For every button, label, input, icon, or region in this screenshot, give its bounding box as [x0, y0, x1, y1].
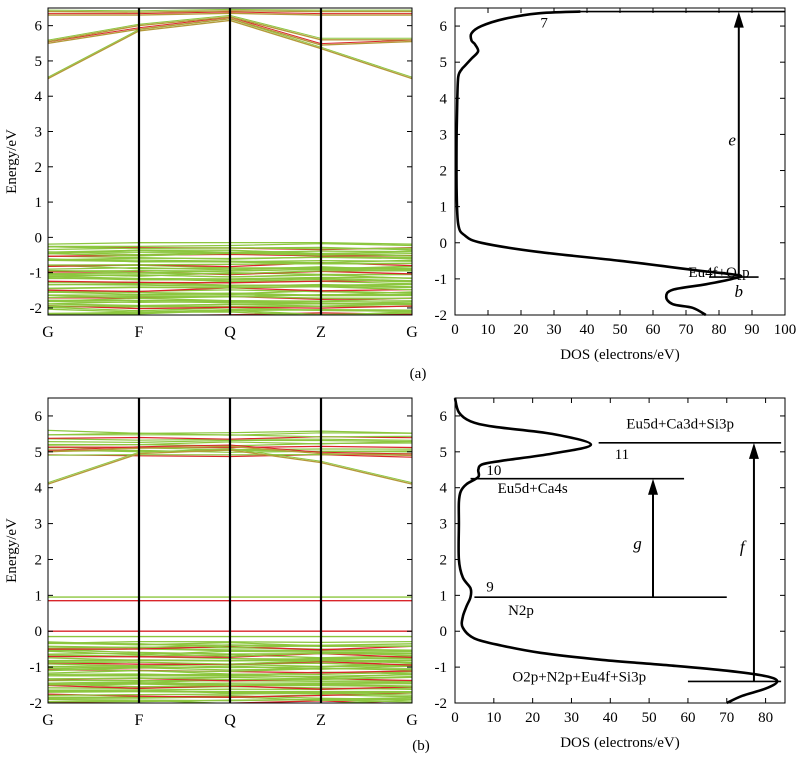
annotation-label: e [728, 131, 736, 150]
x-axis-label: DOS (electrons/eV) [560, 735, 680, 751]
band-structure-panel-b: -2 -1 0 1 2 3 4 5 6 G F Q Z G Energy/eV [4, 397, 418, 729]
kpoint-label: Q [224, 324, 236, 341]
y-tick-label: 5 [35, 445, 43, 461]
annotation-label: 11 [615, 447, 629, 463]
annotation-label: 9 [486, 580, 494, 596]
dos-curve [455, 10, 743, 317]
y-tick-label: -1 [30, 266, 43, 282]
x-tick-label: 100 [774, 322, 797, 338]
y-tick-label: 1 [35, 195, 43, 211]
kpoint-label: Z [316, 324, 326, 341]
x-tick-label: 70 [719, 710, 734, 726]
y-tick-label: -2 [435, 696, 448, 712]
y-axis-label: Energy/eV [4, 518, 20, 583]
y-tick-label: 0 [35, 624, 43, 640]
annotation-label: Eu5d+Ca3d+Si3p [626, 416, 734, 432]
kpoint-label: G [42, 712, 54, 729]
annotation-label: Eu4f+O₂p [688, 265, 749, 281]
dos-panel-b: 0 10 20 30 40 50 60 70 80 -2 -1 0 1 2 3 4 5 6 Eu5d+Ca3d+Si… [435, 397, 786, 751]
y-tick-label: 3 [440, 517, 448, 533]
y-tick-label: 3 [35, 517, 43, 533]
kpoint-label: G [406, 712, 418, 729]
kpoint-label: F [135, 324, 144, 341]
y-tick-label: 0 [440, 236, 448, 252]
y-tick-label: 4 [440, 481, 448, 497]
transition-arrow-head [748, 442, 759, 459]
x-tick-label: 70 [679, 322, 694, 338]
y-tick-label: 1 [35, 588, 43, 604]
panel-label-a: (a) [410, 366, 427, 382]
dos-curve [453, 397, 779, 705]
y-tick-label: -1 [435, 660, 448, 676]
y-tick-label: 3 [440, 127, 448, 143]
y-tick-label: 2 [440, 552, 448, 568]
y-tick-label: -2 [30, 696, 43, 712]
x-tick-label: 30 [564, 710, 579, 726]
x-tick-label: 30 [547, 322, 562, 338]
plot-frame [47, 7, 413, 316]
x-tick-label: 40 [580, 322, 595, 338]
y-tick-label: 0 [35, 230, 43, 246]
y-tick-label: 6 [35, 409, 43, 425]
y-tick-label: 2 [35, 160, 43, 176]
x-tick-label: 90 [745, 322, 760, 338]
y-tick-label: 4 [440, 91, 448, 107]
kpoint-label: Q [224, 712, 236, 729]
x-tick-label: 0 [451, 710, 459, 726]
x-tick-label: 50 [613, 322, 628, 338]
dos-panel-a: 0 10 20 30 40 50 60 70 80 90 100 -2 -1 0 1 2 3 4 5 6 7 e bEu4f… [435, 7, 797, 363]
y-tick-label: 2 [35, 552, 43, 568]
transition-arrow-head [733, 11, 744, 28]
y-tick-label: 4 [35, 481, 43, 497]
y-tick-label: 4 [35, 89, 43, 105]
y-tick-label: 6 [440, 19, 448, 35]
y-axis-label: Energy/eV [4, 129, 20, 194]
y-tick-label: 3 [35, 125, 43, 141]
y-tick-label: 1 [440, 200, 448, 216]
annotation-label: g [633, 534, 642, 553]
kpoint-label: G [406, 324, 418, 341]
x-tick-label: 60 [680, 710, 695, 726]
x-tick-label: 40 [603, 710, 618, 726]
y-tick-label: 5 [440, 445, 448, 461]
y-tick-label: 5 [35, 54, 43, 70]
plot-frame [454, 397, 786, 704]
y-tick-label: -2 [30, 301, 43, 317]
x-tick-label: 0 [451, 322, 459, 338]
y-tick-label: 1 [440, 588, 448, 604]
panel-label-b: (b) [412, 738, 430, 754]
x-tick-label: 80 [712, 322, 727, 338]
x-tick-label: 10 [481, 322, 496, 338]
y-tick-label: -1 [435, 272, 448, 288]
y-tick-label: 6 [35, 19, 43, 35]
annotation-label: O2p+N2p+Eu4f+Si3p [512, 669, 646, 685]
y-tick-label: 6 [440, 409, 448, 425]
y-tick-label: 0 [440, 624, 448, 640]
kpoint-label: Z [316, 712, 326, 729]
x-axis-label: DOS (electrons/eV) [560, 347, 680, 363]
y-tick-label: -1 [30, 660, 43, 676]
annotation-label: b [735, 282, 744, 301]
x-tick-label: 60 [646, 322, 661, 338]
valence-band [48, 699, 412, 703]
x-tick-label: 20 [525, 710, 540, 726]
transition-arrow-head [648, 478, 658, 495]
x-tick-label: 10 [486, 710, 501, 726]
band-structure-panel-a: -2 -1 0 1 2 3 4 5 6 G F Q Z G Energy/eV [4, 7, 418, 341]
kpoint-label: F [135, 712, 144, 729]
x-tick-label: 50 [642, 710, 657, 726]
annotation-label: 10 [486, 463, 501, 479]
y-tick-label: -2 [435, 308, 448, 324]
annotation-label: 7 [540, 16, 548, 32]
y-tick-label: 5 [440, 55, 448, 71]
x-tick-label: 20 [514, 322, 529, 338]
annotation-label: f [740, 538, 747, 557]
plot-frame [47, 397, 413, 704]
y-tick-label: 2 [440, 164, 448, 180]
kpoint-label: G [42, 324, 54, 341]
annotation-label: Eu5d+Ca4s [498, 481, 568, 497]
annotation-label: N2p [508, 603, 534, 619]
x-tick-label: 80 [758, 710, 773, 726]
